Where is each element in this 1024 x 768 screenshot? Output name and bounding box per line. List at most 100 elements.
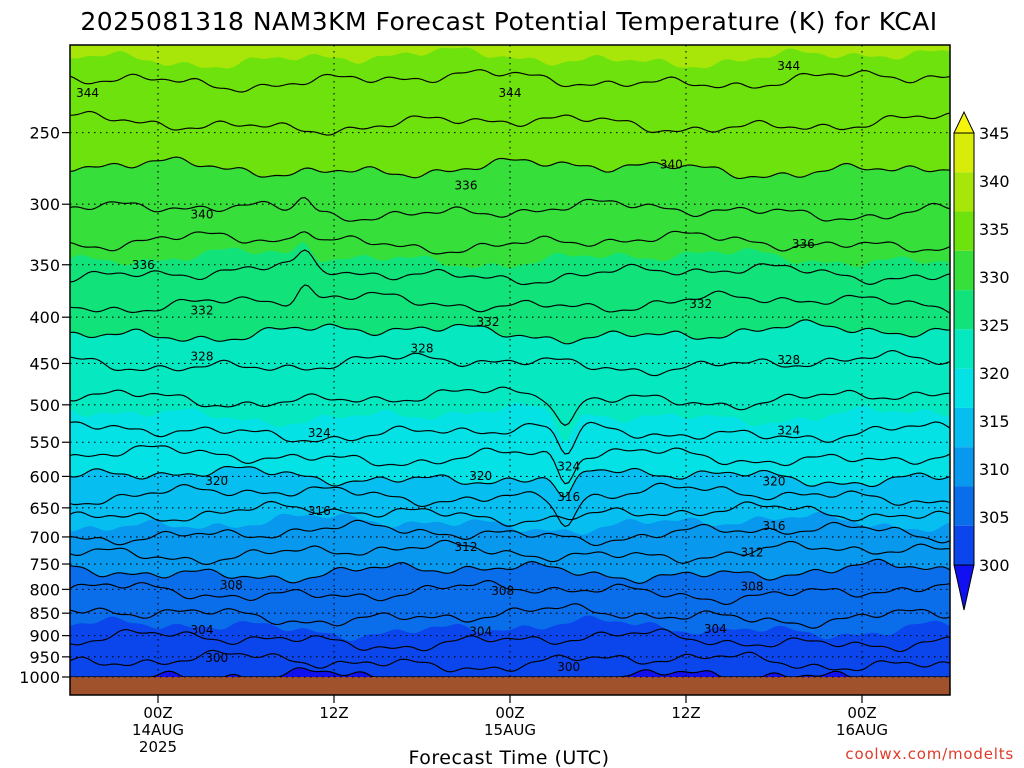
y-tick-label: 450: [29, 354, 60, 373]
y-tick-label: 900: [29, 627, 60, 646]
colorbar-extend-low: [953, 564, 975, 611]
colorbar-swatch: [954, 172, 974, 212]
contour-338: [69, 196, 951, 222]
y-tick-label: 250: [29, 124, 60, 143]
colorbar-label: 320: [979, 364, 1010, 383]
y-tick-label: 1000: [19, 668, 60, 687]
source-credit: coolwx.com/modelts: [845, 745, 1014, 763]
contour-label-336: 336: [132, 258, 155, 272]
colorbar-label: 345: [979, 124, 1010, 143]
x-tick-label: 15AUG: [484, 721, 536, 739]
contour-label-324: 324: [308, 426, 331, 440]
contour-label-332: 332: [477, 315, 500, 329]
contour-label-312: 312: [741, 545, 764, 559]
contour-label-332: 332: [191, 303, 214, 317]
colorbar-label: 330: [979, 268, 1010, 287]
contour-314: [69, 519, 951, 546]
x-axis-title: Forecast Time (UTC): [409, 747, 610, 768]
contour-label-328: 328: [777, 353, 800, 367]
x-tick-label: 14AUG: [132, 721, 184, 739]
y-tick-label: 700: [29, 528, 60, 547]
x-tick-label: 2025: [139, 738, 177, 756]
ground-surface: [70, 677, 950, 695]
contour-label-344: 344: [499, 86, 522, 100]
contour-308: [69, 579, 951, 606]
colorbar-label: 300: [979, 556, 1010, 575]
colorbar-swatch: [954, 250, 974, 291]
colorbar-label: 310: [979, 460, 1010, 479]
y-tick-label: 650: [29, 499, 60, 518]
pressure-axis: 250 300 350 400 450 500 550 600 650 700 750 800 850 9…: [19, 124, 70, 687]
contour-label-320: 320: [205, 474, 228, 488]
filled-contour-bands: [70, 45, 950, 677]
contour-310: [69, 558, 951, 584]
x-tick-label: 12Z: [319, 704, 348, 722]
contour-label-340: 340: [660, 157, 683, 171]
contour-label-324: 324: [557, 459, 580, 473]
contour-label-320: 320: [469, 469, 492, 483]
x-tick-label: 16AUG: [836, 721, 888, 739]
y-tick-label: 950: [29, 648, 60, 667]
plot-area: 344 344 344 340 340 336 336 336 332 332 332 328 328 3…: [69, 44, 951, 696]
y-tick-label: 300: [29, 195, 60, 214]
contour-332: [69, 284, 951, 314]
y-tick-label: 600: [29, 467, 60, 486]
colorbar-swatch: [954, 368, 974, 408]
contour-label-316: 316: [763, 519, 786, 533]
contour-330: [69, 319, 951, 345]
contour-label-304: 304: [704, 622, 727, 636]
x-tick-label: 12Z: [671, 704, 700, 722]
contour-label-320: 320: [763, 475, 786, 489]
contour-label-312: 312: [455, 540, 478, 554]
contour-label-316: 316: [557, 490, 580, 504]
y-tick-label: 350: [29, 256, 60, 275]
contour-326: [69, 386, 950, 427]
contour-label-308: 308: [220, 578, 243, 592]
contour-label-304: 304: [191, 623, 214, 637]
contour-306: [69, 603, 951, 629]
contour-label-324: 324: [777, 424, 800, 438]
colorbar-label: 340: [979, 172, 1010, 191]
colorbar-label: 305: [979, 508, 1010, 527]
contour-label-328: 328: [191, 349, 214, 363]
contour-312: [69, 539, 950, 566]
colorbar-label: 325: [979, 316, 1010, 335]
contour-label-344: 344: [76, 86, 99, 100]
colorbar-swatch: [954, 133, 974, 173]
colorbar: 345 340 335 330 325 320 315 310 305 300: [953, 110, 1010, 611]
contour-302: [69, 649, 951, 673]
colorbar-swatch: [954, 447, 974, 487]
y-tick-label: 750: [29, 555, 60, 574]
contour-label-332: 332: [689, 297, 712, 311]
y-tick-label: 400: [29, 308, 60, 327]
contour-label-340: 340: [191, 208, 214, 222]
chart-title: 2025081318 NAM3KM Forecast Potential Tem…: [80, 7, 937, 36]
contour-304: [69, 628, 951, 652]
colorbar-label: 315: [979, 412, 1010, 431]
x-tick-label: 00Z: [847, 704, 876, 722]
y-tick-label: 850: [29, 604, 60, 623]
colorbar-label: 335: [979, 220, 1010, 239]
colorbar-swatch: [954, 211, 974, 251]
band-above-345: [70, 45, 950, 69]
contour-label-308: 308: [491, 584, 514, 598]
dotted-grid: [70, 45, 950, 678]
colorbar-extend-high: [953, 110, 975, 134]
contour-334: [69, 249, 951, 286]
y-tick-label: 800: [29, 580, 60, 599]
colorbar-swatch: [954, 290, 974, 330]
contour-label-304: 304: [469, 625, 492, 639]
contour-328: [69, 350, 951, 377]
contour-label-336: 336: [455, 178, 478, 192]
contour-344: [69, 69, 951, 93]
contour-label-328: 328: [411, 341, 434, 355]
contour-label-300: 300: [205, 651, 228, 665]
contour-label-308: 308: [741, 579, 764, 593]
colorbar-swatch: [954, 525, 974, 565]
y-tick-label: 500: [29, 396, 60, 415]
contour-322: [69, 445, 951, 485]
contour-324: [69, 421, 951, 455]
colorbar-swatch: [954, 329, 974, 369]
y-tick-label: 550: [29, 433, 60, 452]
